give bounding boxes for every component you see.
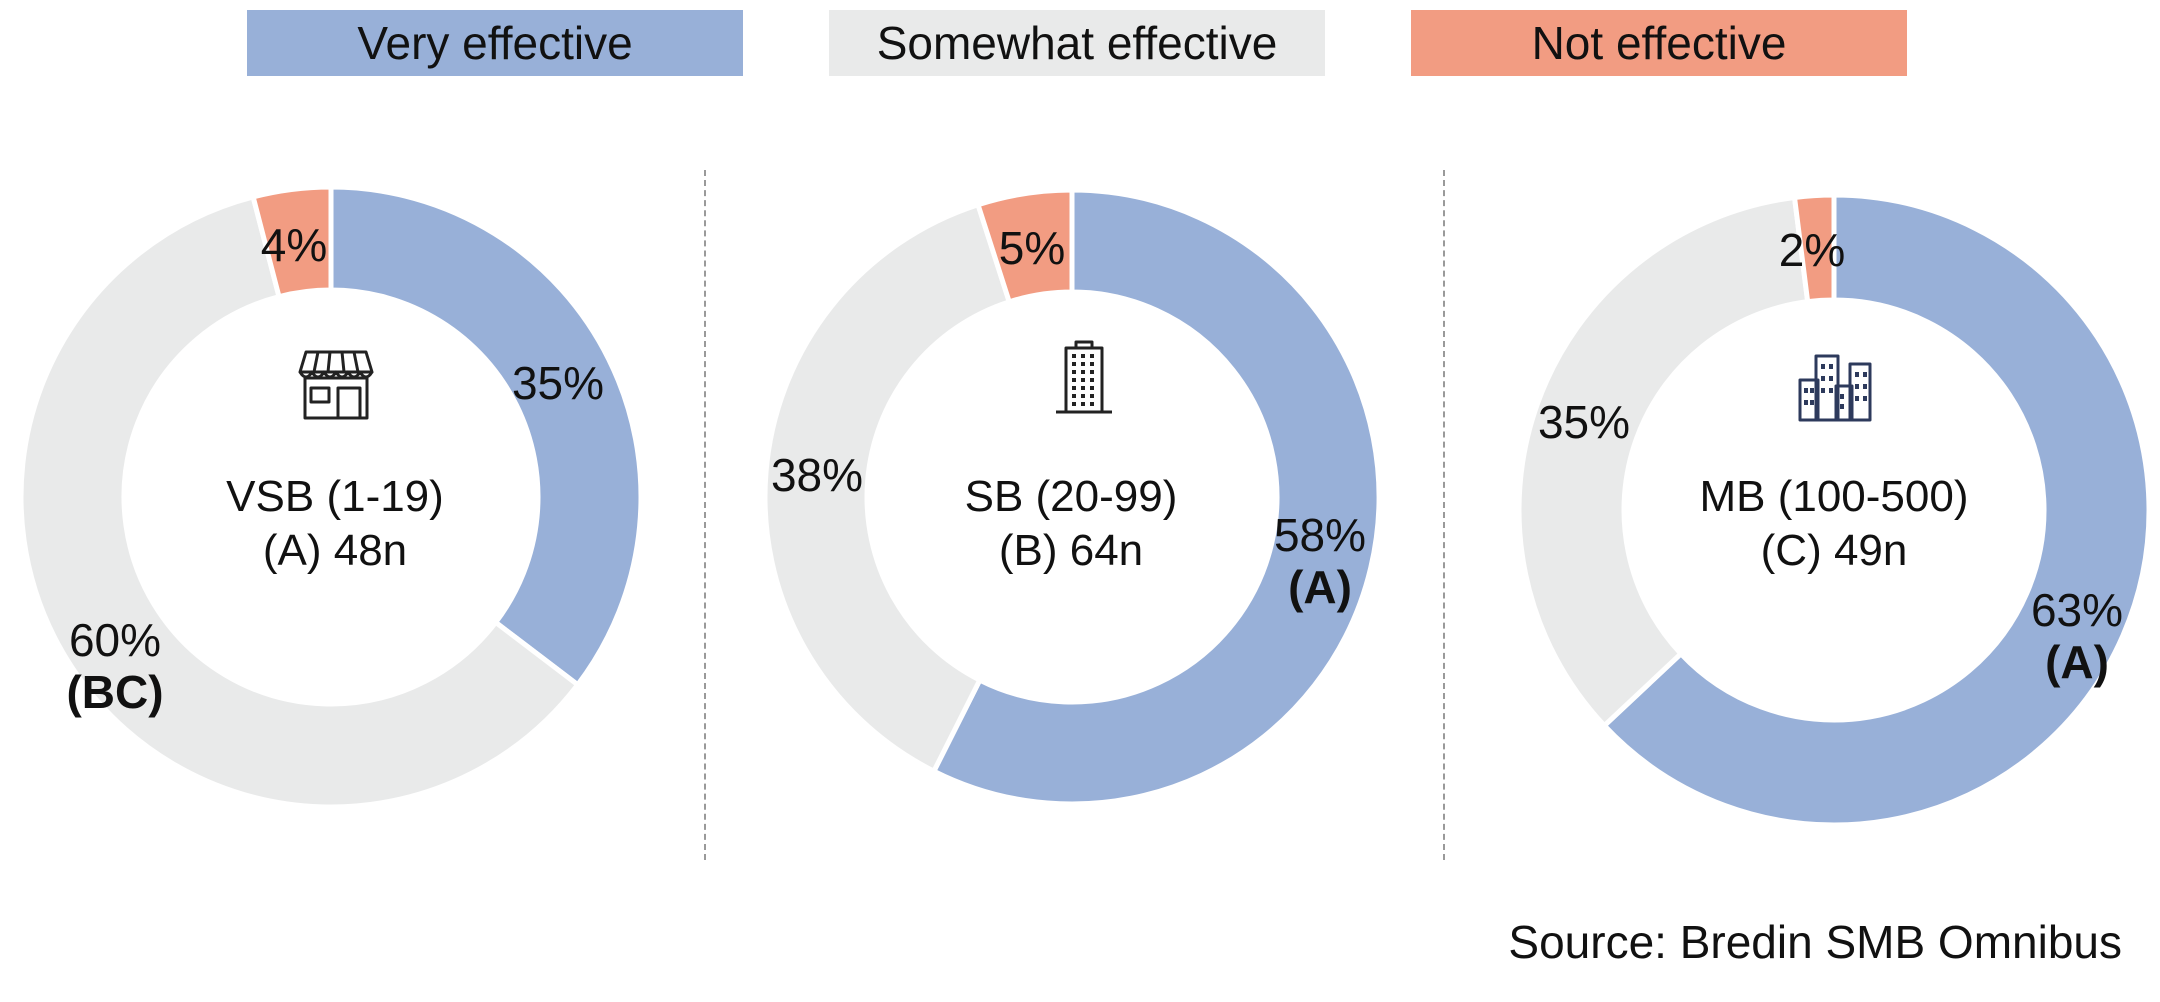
significance-label: (A): [2045, 636, 2109, 688]
significance-label: (A): [1288, 561, 1352, 613]
donut-slice-not-effective: [1791, 192, 1837, 305]
donut-slice-very-effective: [328, 184, 644, 689]
segment-sample-size: (C) 49n: [1760, 526, 1908, 575]
donut-slice-not-effective: [974, 187, 1075, 305]
segment-name: VSB (1-19): [226, 472, 444, 521]
pct-label-very-effective: 63% (A): [2007, 584, 2147, 688]
pct-label-very-effective: 58% (A): [1250, 509, 1390, 613]
donut-slice-not-effective: [250, 184, 334, 300]
donut-slice-somewhat-effective: [1516, 194, 1811, 730]
donut-slice-very-effective: [930, 187, 1382, 807]
source-note: Source: Bredin SMB Omnibus: [1508, 916, 2122, 968]
segment-label: VSB (1-19) (A) 48n: [155, 470, 515, 578]
legend-very-effective: Very effective: [247, 10, 743, 76]
pct-label-somewhat-effective: 60% (BC): [45, 614, 185, 718]
segment-name: MB (100-500): [1699, 472, 1969, 521]
donut-slice-very-effective: [1600, 192, 2152, 828]
donut-slice-somewhat-effective: [762, 201, 1013, 775]
storefront-icon: [298, 350, 374, 420]
segment-name: SB (20-99): [964, 472, 1178, 521]
pct-label-somewhat-effective: 38%: [770, 449, 864, 501]
pct-label-somewhat-effective: 35%: [1537, 396, 1631, 448]
donut-slice-somewhat-effective: [18, 193, 582, 810]
divider-line: [1443, 170, 1445, 860]
segment-sample-size: (A) 48n: [262, 526, 408, 575]
segment-sample-size: (B) 64n: [998, 526, 1144, 575]
divider-line: [704, 170, 706, 860]
segment-label: SB (20-99) (B) 64n: [891, 470, 1251, 578]
segment-label: MB (100-500) (C) 49n: [1654, 470, 2014, 578]
pct-label-not-effective: 5%: [998, 222, 1066, 274]
pct-label-very-effective: 35%: [511, 357, 605, 409]
city-buildings-icon: [1798, 354, 1872, 422]
significance-label: (BC): [66, 666, 164, 718]
pct-label-not-effective: 4%: [260, 219, 328, 271]
legend-not-effective: Not effective: [1411, 10, 1907, 76]
legend-somewhat-effective: Somewhat effective: [829, 10, 1325, 76]
pct-label-not-effective: 2%: [1778, 224, 1846, 276]
office-building-icon: [1056, 340, 1112, 414]
